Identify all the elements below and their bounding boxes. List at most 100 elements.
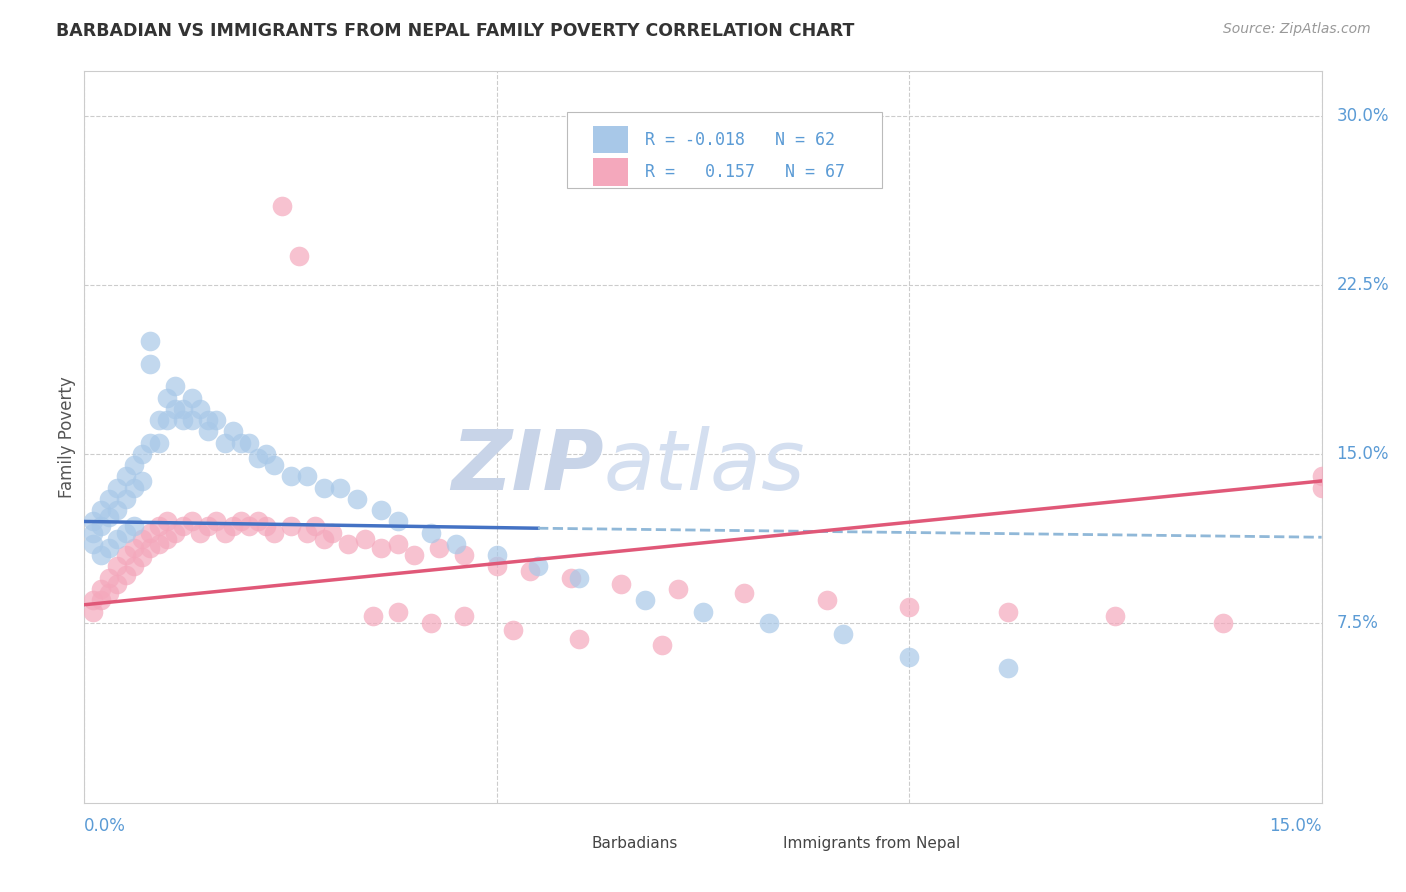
- Point: [758, 615, 780, 630]
- Point: [485, 548, 508, 562]
- FancyBboxPatch shape: [593, 126, 627, 153]
- Point: [156, 391, 179, 405]
- Point: [105, 481, 128, 495]
- Point: [427, 541, 450, 556]
- Point: [122, 458, 145, 473]
- Point: [288, 249, 311, 263]
- Point: [180, 413, 202, 427]
- Point: [387, 515, 409, 529]
- Point: [733, 586, 755, 600]
- Point: [105, 503, 128, 517]
- Point: [1212, 615, 1234, 630]
- Text: 30.0%: 30.0%: [1337, 107, 1389, 126]
- Point: [453, 548, 475, 562]
- Point: [188, 525, 211, 540]
- Point: [692, 605, 714, 619]
- Point: [815, 593, 838, 607]
- Point: [197, 519, 219, 533]
- Point: [156, 515, 179, 529]
- Point: [122, 481, 145, 495]
- Text: 7.5%: 7.5%: [1337, 614, 1378, 632]
- Text: Source: ZipAtlas.com: Source: ZipAtlas.com: [1223, 22, 1371, 37]
- Point: [997, 605, 1019, 619]
- FancyBboxPatch shape: [548, 833, 583, 856]
- Point: [148, 519, 170, 533]
- Point: [246, 451, 269, 466]
- Text: 15.0%: 15.0%: [1337, 445, 1389, 463]
- Point: [172, 401, 194, 416]
- Text: Immigrants from Nepal: Immigrants from Nepal: [783, 836, 960, 851]
- Point: [453, 609, 475, 624]
- Text: Barbadians: Barbadians: [592, 836, 678, 851]
- Point: [180, 391, 202, 405]
- Text: 0.0%: 0.0%: [84, 817, 127, 836]
- Point: [90, 593, 112, 607]
- Point: [139, 357, 162, 371]
- Point: [898, 599, 921, 614]
- Point: [321, 525, 343, 540]
- Point: [609, 577, 631, 591]
- Point: [131, 447, 153, 461]
- Point: [105, 533, 128, 547]
- Point: [148, 537, 170, 551]
- Point: [98, 541, 121, 556]
- Point: [172, 519, 194, 533]
- Point: [254, 519, 277, 533]
- Point: [131, 533, 153, 547]
- Point: [222, 519, 245, 533]
- Point: [122, 541, 145, 556]
- Point: [148, 413, 170, 427]
- Point: [98, 491, 121, 506]
- Point: [139, 541, 162, 556]
- Point: [82, 515, 104, 529]
- Point: [997, 661, 1019, 675]
- Point: [387, 537, 409, 551]
- Point: [832, 627, 855, 641]
- FancyBboxPatch shape: [567, 112, 883, 188]
- Text: 22.5%: 22.5%: [1337, 277, 1389, 294]
- Point: [404, 548, 426, 562]
- Point: [165, 379, 187, 393]
- Point: [105, 577, 128, 591]
- Point: [156, 413, 179, 427]
- Text: 15.0%: 15.0%: [1270, 817, 1322, 836]
- Point: [1310, 469, 1333, 483]
- Y-axis label: Family Poverty: Family Poverty: [58, 376, 76, 498]
- Point: [419, 525, 441, 540]
- Text: ZIP: ZIP: [451, 425, 605, 507]
- Text: atlas: atlas: [605, 425, 806, 507]
- Point: [139, 334, 162, 349]
- Point: [329, 481, 352, 495]
- Point: [131, 474, 153, 488]
- Point: [295, 469, 318, 483]
- Point: [263, 525, 285, 540]
- Point: [90, 548, 112, 562]
- Point: [280, 519, 302, 533]
- Point: [254, 447, 277, 461]
- Point: [165, 525, 187, 540]
- Point: [337, 537, 360, 551]
- FancyBboxPatch shape: [593, 158, 627, 186]
- Point: [568, 571, 591, 585]
- Point: [139, 525, 162, 540]
- Point: [419, 615, 441, 630]
- Point: [560, 571, 582, 585]
- Point: [82, 537, 104, 551]
- Point: [271, 199, 294, 213]
- Point: [205, 413, 228, 427]
- Point: [90, 503, 112, 517]
- Point: [114, 491, 136, 506]
- Point: [148, 435, 170, 450]
- Point: [444, 537, 467, 551]
- Point: [229, 435, 252, 450]
- FancyBboxPatch shape: [740, 833, 775, 856]
- Point: [387, 605, 409, 619]
- Point: [370, 503, 392, 517]
- Point: [527, 559, 550, 574]
- Point: [105, 559, 128, 574]
- Point: [361, 609, 384, 624]
- Point: [122, 519, 145, 533]
- Text: R =   0.157   N = 67: R = 0.157 N = 67: [645, 163, 845, 181]
- Point: [312, 533, 335, 547]
- Point: [131, 550, 153, 565]
